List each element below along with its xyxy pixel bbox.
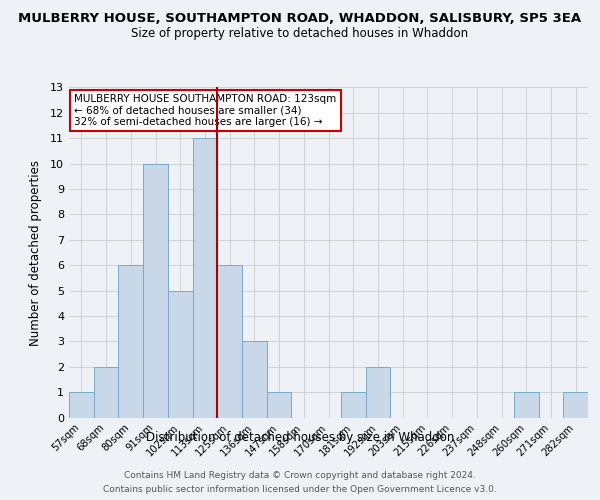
Bar: [69, 392, 94, 417]
Text: Contains HM Land Registry data © Crown copyright and database right 2024.: Contains HM Land Registry data © Crown c…: [124, 472, 476, 480]
Y-axis label: Number of detached properties: Number of detached properties: [29, 160, 41, 346]
Bar: [267, 392, 292, 417]
Bar: [563, 392, 588, 417]
Text: Contains public sector information licensed under the Open Government Licence v3: Contains public sector information licen…: [103, 484, 497, 494]
Bar: [118, 265, 143, 418]
Text: Size of property relative to detached houses in Whaddon: Size of property relative to detached ho…: [131, 28, 469, 40]
Text: Distribution of detached houses by size in Whaddon: Distribution of detached houses by size …: [146, 431, 454, 444]
Bar: [514, 392, 539, 417]
Bar: [94, 366, 118, 418]
Bar: [168, 290, 193, 418]
Bar: [193, 138, 217, 417]
Bar: [242, 342, 267, 417]
Bar: [217, 265, 242, 418]
Text: MULBERRY HOUSE SOUTHAMPTON ROAD: 123sqm
← 68% of detached houses are smaller (34: MULBERRY HOUSE SOUTHAMPTON ROAD: 123sqm …: [74, 94, 337, 128]
Bar: [365, 366, 390, 418]
Bar: [143, 164, 168, 418]
Bar: [341, 392, 365, 417]
Text: MULBERRY HOUSE, SOUTHAMPTON ROAD, WHADDON, SALISBURY, SP5 3EA: MULBERRY HOUSE, SOUTHAMPTON ROAD, WHADDO…: [19, 12, 581, 26]
